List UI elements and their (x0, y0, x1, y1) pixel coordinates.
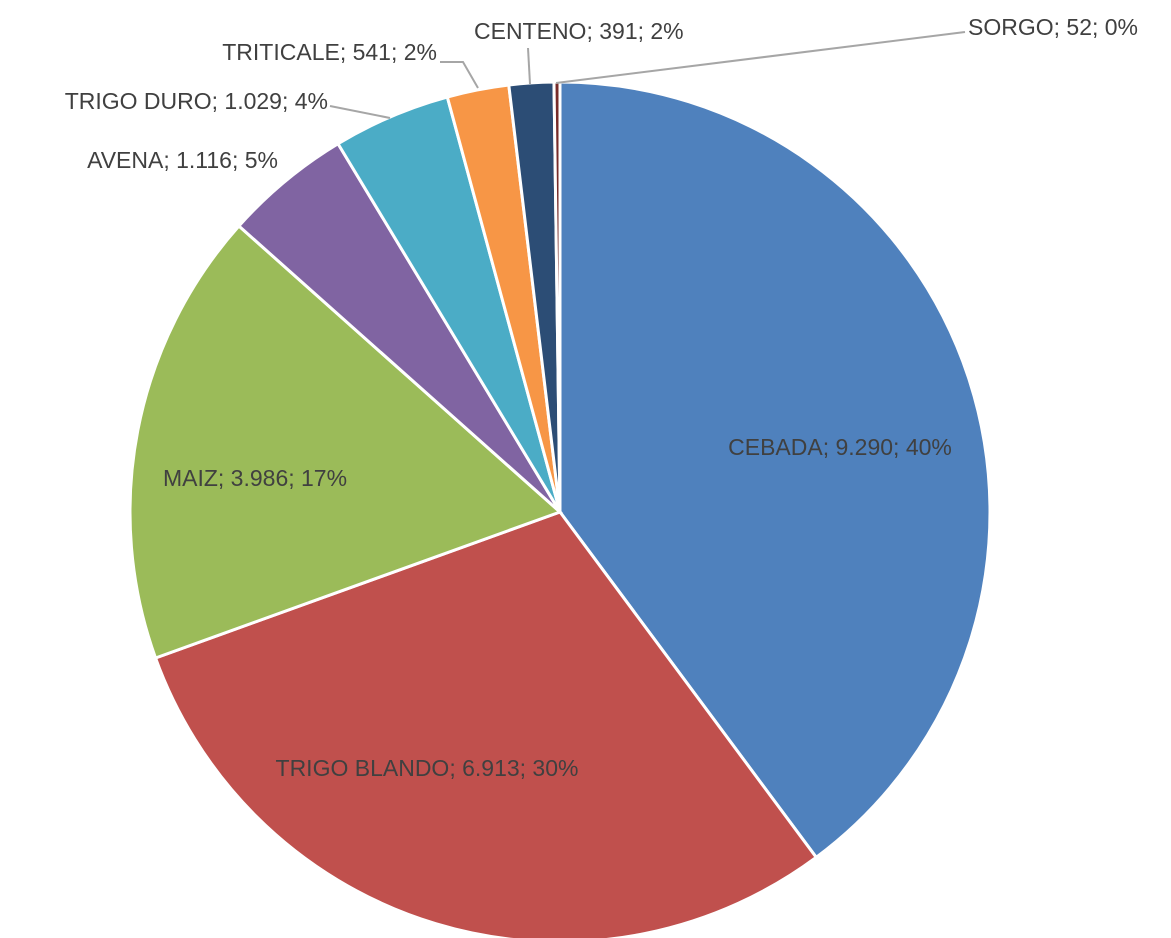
pie-slice (128, 223, 563, 660)
pie-slice (153, 510, 819, 938)
leader-line (329, 105, 391, 119)
data-label: TRIGO DURO; 1.029; 4% (64, 88, 328, 114)
data-label: TRIGO BLANDO; 6.913; 30% (275, 755, 579, 781)
data-label: CENTENO; 391; 2% (474, 18, 684, 44)
data-label: CEBADA; 9.290; 40% (728, 434, 952, 460)
pie-slice (558, 80, 992, 860)
leader-line (555, 31, 966, 84)
data-label: AVENA; 1.116; 5% (87, 147, 278, 173)
data-label: MAIZ; 3.986; 17% (162, 465, 348, 491)
leader-line (527, 47, 531, 85)
data-label: TRITICALE; 541; 2% (222, 39, 437, 65)
leader-line (440, 61, 479, 89)
data-label: SORGO; 52; 0% (968, 14, 1139, 40)
